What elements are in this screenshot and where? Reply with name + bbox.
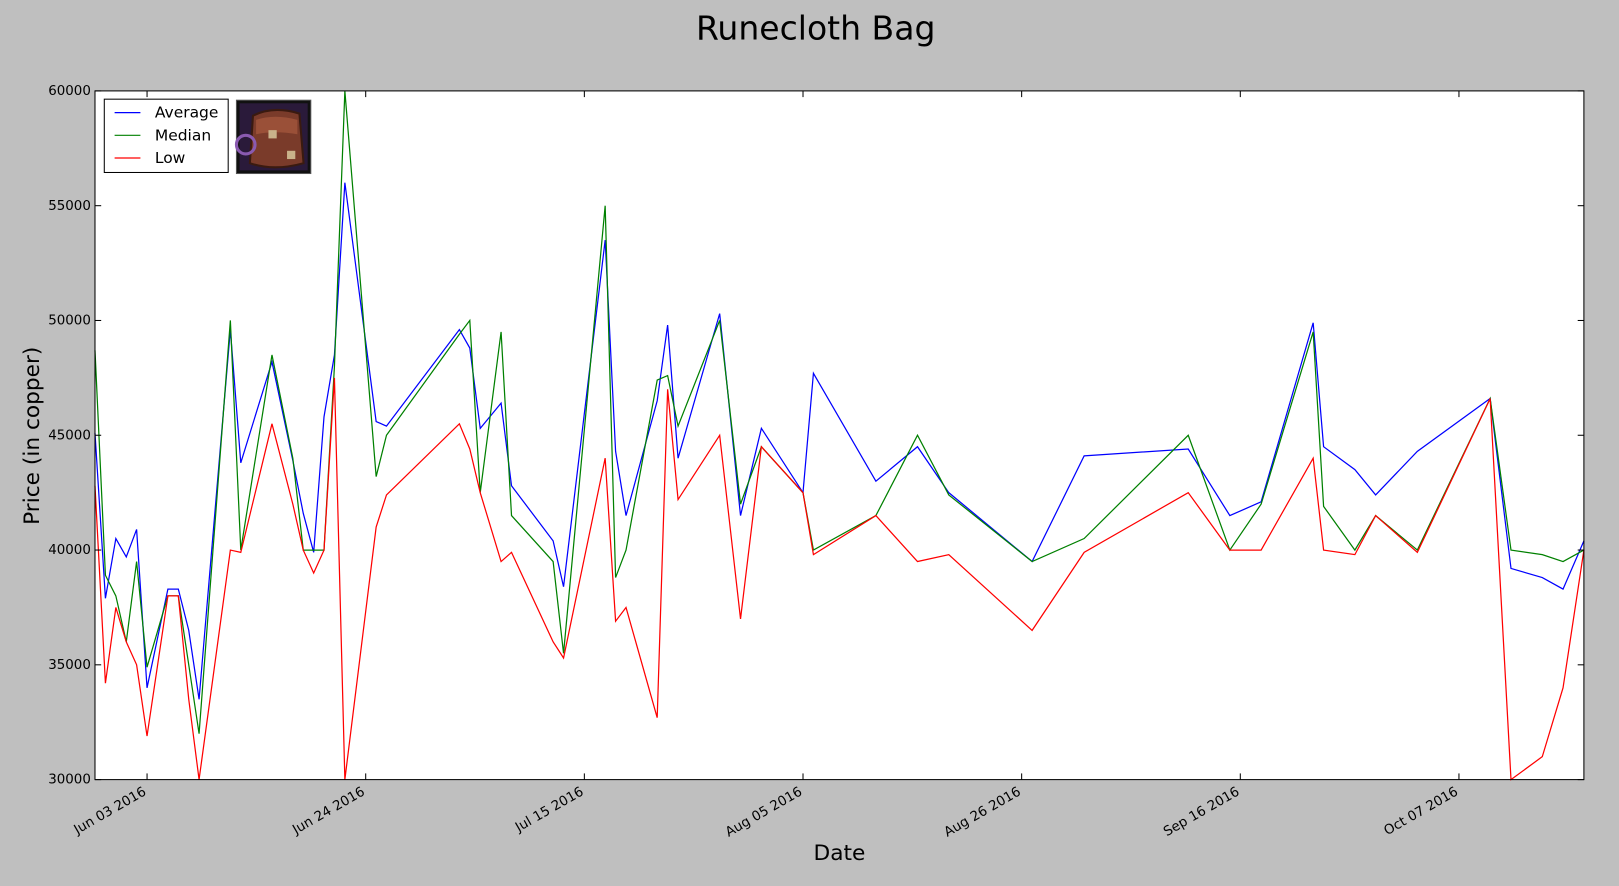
item-icon <box>234 99 312 175</box>
legend-label: Median <box>155 126 211 144</box>
icon-flap <box>256 116 298 135</box>
series-line <box>94 90 1585 734</box>
x-tick-label: Aug 26 2016 <box>942 785 1024 841</box>
y-tick-label: 35000 <box>48 658 91 673</box>
lines <box>94 90 1585 781</box>
x-tick-label: Jul 15 2016 <box>512 785 586 836</box>
y-tick-label: 40000 <box>48 543 91 558</box>
y-tick-label: 55000 <box>48 199 91 214</box>
x-tick-label: Jun 24 2016 <box>289 785 367 839</box>
legend: Average Median Low <box>103 98 229 173</box>
y-tick-label: 45000 <box>48 428 91 443</box>
icon-buckle <box>287 150 296 160</box>
chart-title: Runecloth Bag <box>696 8 935 47</box>
y-tick-label: 30000 <box>48 773 91 788</box>
x-tick-label: Jun 03 2016 <box>71 785 149 839</box>
y-tick-label: 60000 <box>48 84 91 99</box>
icon-buckle <box>268 130 277 139</box>
x-tick-label: Sep 16 2016 <box>1161 785 1242 840</box>
plot-area <box>94 90 1584 780</box>
legend-label: Average <box>155 104 219 122</box>
x-tick-label: Aug 05 2016 <box>723 785 805 841</box>
x-axis-label: Date <box>814 841 866 866</box>
series-line <box>94 182 1585 700</box>
y-axis-label: Price (in copper) <box>20 347 45 525</box>
x-tick-label: Oct 07 2016 <box>1382 785 1461 839</box>
series-line <box>94 377 1585 781</box>
icon-strap <box>234 133 257 156</box>
y-tick-label: 50000 <box>48 314 91 329</box>
legend-label: Low <box>155 149 185 167</box>
